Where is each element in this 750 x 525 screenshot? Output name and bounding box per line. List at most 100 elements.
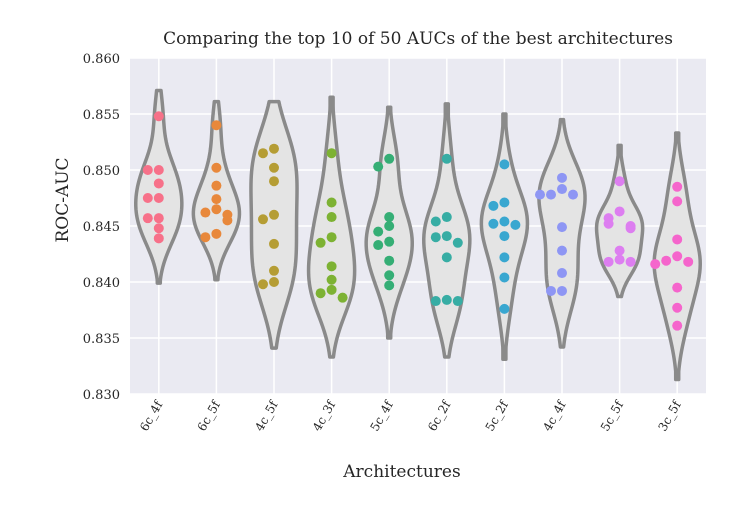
data-point bbox=[452, 237, 463, 248]
data-point bbox=[373, 240, 384, 251]
data-point bbox=[430, 232, 441, 243]
data-point bbox=[211, 194, 222, 205]
data-point bbox=[557, 285, 567, 296]
data-point bbox=[211, 162, 222, 173]
data-point bbox=[384, 153, 395, 164]
x-tick-label: 6c_2f bbox=[425, 397, 454, 433]
data-point bbox=[441, 212, 452, 223]
data-point bbox=[488, 218, 499, 229]
y-tick-label: 0.850 bbox=[83, 164, 120, 179]
data-point bbox=[499, 216, 510, 227]
data-point bbox=[499, 303, 510, 314]
data-point bbox=[488, 200, 499, 211]
y-tick-label: 0.860 bbox=[83, 52, 120, 67]
violin-6c_2f bbox=[422, 102, 472, 359]
data-point bbox=[373, 161, 384, 172]
data-point bbox=[384, 236, 395, 247]
data-point bbox=[614, 245, 625, 256]
data-point bbox=[546, 285, 556, 296]
data-point bbox=[211, 180, 222, 191]
x-tick-label: 4c_3f bbox=[310, 397, 339, 433]
data-point bbox=[672, 302, 683, 313]
data-point bbox=[315, 237, 326, 248]
data-point bbox=[211, 120, 222, 131]
data-point bbox=[499, 159, 510, 170]
data-point bbox=[499, 231, 510, 242]
data-point bbox=[258, 279, 268, 290]
data-point bbox=[326, 232, 337, 243]
data-point bbox=[672, 196, 683, 207]
data-point bbox=[211, 228, 222, 239]
data-point bbox=[153, 111, 164, 122]
data-point bbox=[614, 206, 625, 217]
data-point bbox=[546, 189, 556, 200]
data-point bbox=[603, 256, 614, 267]
data-point bbox=[326, 284, 337, 295]
data-point bbox=[142, 213, 153, 224]
x-tick-label: 5c_4f bbox=[367, 397, 396, 433]
chart-title: Comparing the top 10 of 50 AUCs of the b… bbox=[163, 29, 673, 49]
data-point bbox=[142, 165, 153, 175]
data-point bbox=[499, 252, 510, 263]
data-point bbox=[614, 254, 625, 265]
x-tick-label: 5c_5f bbox=[598, 397, 627, 433]
data-point bbox=[200, 232, 211, 243]
x-tick-label: 5c_2f bbox=[483, 397, 512, 433]
x-tick-label: 4c_5f bbox=[252, 397, 281, 433]
data-point bbox=[326, 274, 337, 285]
data-point bbox=[269, 277, 279, 287]
data-point bbox=[441, 294, 452, 305]
data-point bbox=[499, 197, 510, 208]
y-axis-label: ROC-AUC bbox=[53, 157, 73, 242]
data-point bbox=[211, 204, 222, 215]
data-point bbox=[430, 296, 441, 307]
data-point bbox=[384, 255, 395, 266]
data-point bbox=[384, 280, 395, 291]
data-point bbox=[153, 193, 164, 203]
data-point bbox=[384, 221, 395, 231]
data-point bbox=[650, 259, 661, 270]
data-point bbox=[625, 223, 636, 234]
x-tick-label: 3c_5f bbox=[655, 397, 684, 433]
data-point bbox=[614, 176, 625, 187]
data-point bbox=[326, 212, 337, 223]
y-tick-label: 0.855 bbox=[83, 108, 120, 123]
x-tick-label: 6c_5f bbox=[195, 397, 224, 433]
data-point bbox=[672, 320, 683, 331]
data-point bbox=[269, 162, 279, 173]
data-point bbox=[337, 292, 348, 303]
data-point bbox=[269, 209, 279, 220]
data-point bbox=[683, 256, 694, 267]
data-point bbox=[557, 245, 567, 256]
data-point bbox=[441, 231, 452, 242]
data-point bbox=[625, 256, 636, 267]
data-point bbox=[326, 197, 337, 208]
data-point bbox=[153, 213, 164, 224]
x-axis-label: Architectures bbox=[342, 462, 460, 482]
data-point bbox=[153, 178, 164, 189]
data-point bbox=[373, 226, 384, 237]
data-point bbox=[142, 193, 153, 203]
data-point bbox=[258, 214, 268, 225]
data-point bbox=[269, 265, 279, 276]
data-point bbox=[557, 268, 567, 279]
data-point bbox=[153, 233, 164, 244]
data-point bbox=[661, 255, 672, 266]
y-tick-label: 0.845 bbox=[83, 220, 120, 235]
data-point bbox=[441, 252, 452, 263]
x-tick-label: 4c_4f bbox=[540, 397, 569, 433]
data-point bbox=[557, 222, 567, 233]
data-point bbox=[315, 288, 326, 299]
data-point bbox=[269, 238, 279, 249]
x-tick-labels: 6c_4f 6c_5f 4c_5f 4c_3f 5c_4f 6c_2f 5c_2f 4c_4f… bbox=[137, 397, 685, 433]
data-point bbox=[441, 153, 452, 164]
data-point bbox=[222, 215, 233, 226]
data-points bbox=[142, 111, 694, 331]
x-tick-label: 6c_4f bbox=[137, 397, 166, 433]
data-point bbox=[557, 172, 567, 183]
data-point bbox=[672, 181, 683, 192]
y-tick-label: 0.840 bbox=[83, 276, 120, 291]
data-point bbox=[269, 176, 279, 187]
data-point bbox=[672, 251, 683, 262]
